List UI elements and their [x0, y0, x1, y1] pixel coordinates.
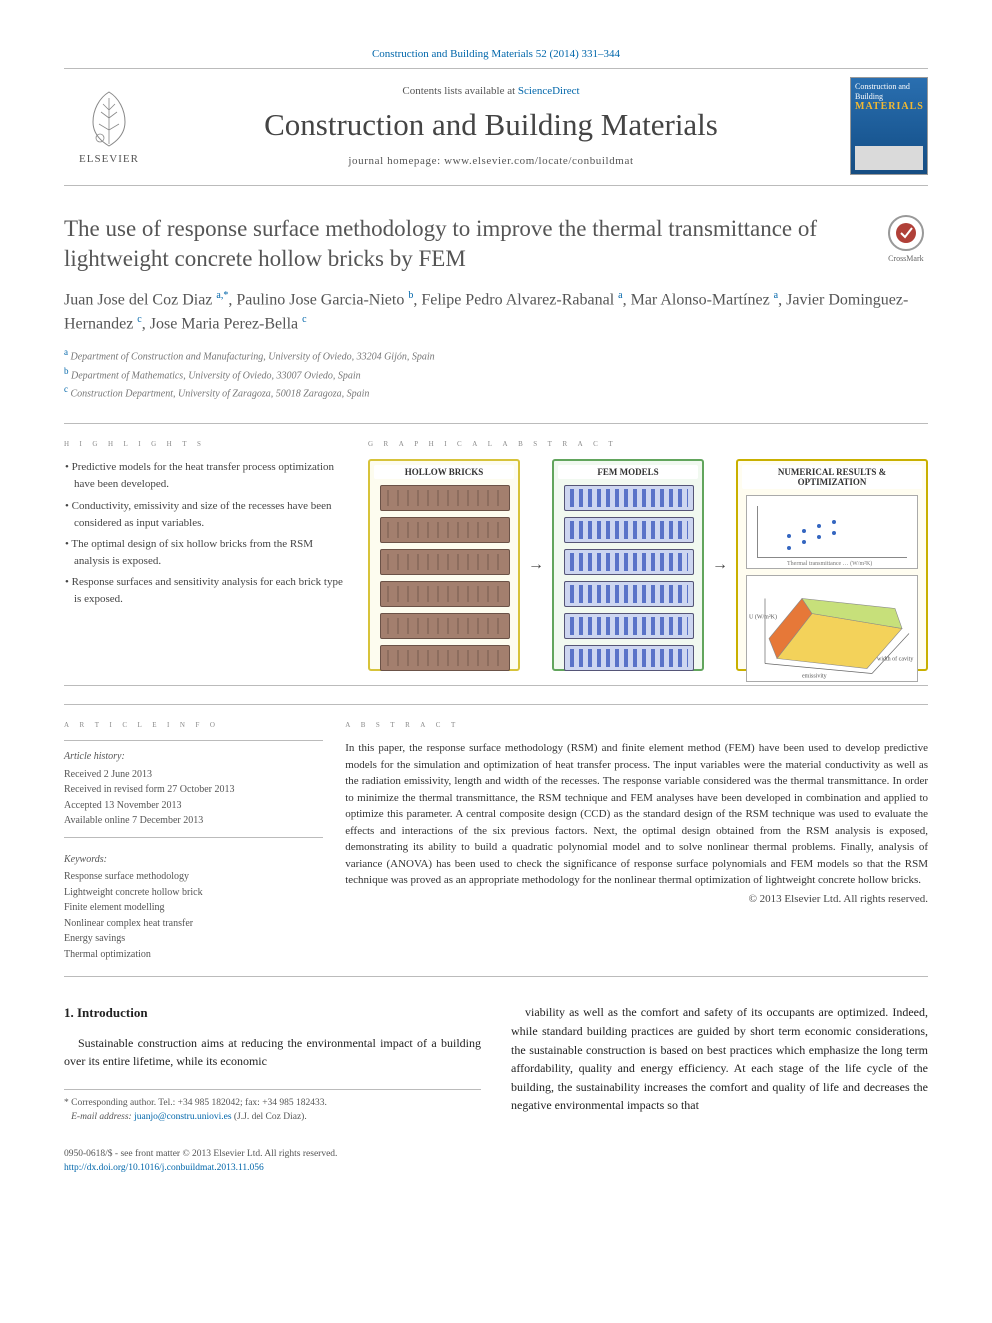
authors-line: Juan Jose del Coz Diaz a,*, Paulino Jose… [64, 288, 928, 337]
scatter-point [787, 534, 791, 538]
contents-prefix: Contents lists available at [402, 85, 517, 97]
surface-ylabel: width of cavity [877, 656, 913, 663]
history-line: Received 2 June 2013 [64, 767, 323, 783]
publisher-name: ELSEVIER [79, 153, 139, 165]
scatter-point [832, 531, 836, 535]
corr-text: Corresponding author. Tel.: +34 985 1820… [71, 1098, 327, 1108]
affiliation-c: c Construction Department, University of… [64, 383, 928, 401]
body-paragraph: Sustainable construction aims at reducin… [64, 1034, 481, 1071]
citation-link[interactable]: Construction and Building Materials 52 (… [372, 48, 620, 60]
elsevier-tree-icon [79, 88, 139, 150]
brick-shape [380, 549, 510, 575]
abstract-label: A B S T R A C T [345, 719, 928, 730]
crossmark-icon [887, 214, 925, 252]
scatter-point [787, 546, 791, 550]
highlight-item: Response surfaces and sensitivity analys… [74, 574, 348, 608]
ga-panel-bricks: HOLLOW BRICKS [368, 459, 520, 671]
scatter-point [832, 520, 836, 524]
highlight-item: Conductivity, emissivity and size of the… [74, 498, 348, 532]
highlight-item: Predictive models for the heat transfer … [74, 459, 348, 493]
highlights-label: H I G H L I G H T S [64, 438, 348, 449]
scatter-point [802, 529, 806, 533]
sciencedirect-link[interactable]: ScienceDirect [518, 85, 580, 97]
brick-shape [380, 581, 510, 607]
publisher-logo-block: ELSEVIER [64, 88, 154, 165]
brick-shape [380, 613, 510, 639]
ga-panel-title: FEM MODELS [558, 465, 698, 479]
surface-zlabel: U (W/m²K) [749, 614, 777, 621]
corr-email-tail: (J.J. del Coz Diaz). [232, 1112, 307, 1122]
fem-slab-shape [564, 517, 694, 543]
brick-shape [380, 645, 510, 671]
article-title: The use of response surface methodology … [64, 214, 868, 274]
crossmark-label: CrossMark [888, 254, 924, 263]
surface-xlabel: emissivity [802, 674, 827, 680]
fem-slab-shape [564, 485, 694, 511]
issn-line: 0950-0618/$ - see front matter © 2013 El… [64, 1149, 337, 1159]
ga-panel-title: NUMERICAL RESULTS & OPTIMIZATION [742, 465, 922, 489]
fem-slab-shape [564, 645, 694, 671]
history-line: Received in revised form 27 October 2013 [64, 782, 323, 798]
scatter-point [817, 535, 821, 539]
corr-email-label: E-mail address: [71, 1112, 134, 1122]
page-footer: 0950-0618/$ - see front matter © 2013 El… [64, 1147, 928, 1176]
brick-shape [380, 485, 510, 511]
scatter-chart: Thermal transmittance … (W/m²K) [746, 495, 918, 569]
fem-slab-shape [564, 549, 694, 575]
top-citation: Construction and Building Materials 52 (… [64, 48, 928, 60]
keyword: Lightweight concrete hollow brick [64, 885, 323, 901]
keywords-label: Keywords: [64, 852, 323, 868]
keyword: Finite element modelling [64, 900, 323, 916]
corr-star: * [64, 1098, 69, 1108]
journal-homepage: journal homepage: www.elsevier.com/locat… [154, 155, 828, 167]
abstract-copyright: © 2013 Elsevier Ltd. All rights reserved… [345, 893, 928, 905]
chart-xlabel: Thermal transmittance … (W/m²K) [787, 561, 872, 567]
keyword: Nonlinear complex heat transfer [64, 916, 323, 932]
history-line: Available online 7 December 2013 [64, 813, 323, 829]
doi-link[interactable]: http://dx.doi.org/10.1016/j.conbuildmat.… [64, 1163, 264, 1173]
article-info-label: A R T I C L E I N F O [64, 719, 323, 730]
arrow-icon: → [710, 556, 730, 574]
fem-slab-shape [564, 613, 694, 639]
highlight-item: The optimal design of six hollow bricks … [74, 536, 348, 570]
cover-title: Construction and Building [855, 82, 910, 101]
article-info-block: Article history: Received 2 June 2013 Re… [64, 740, 323, 962]
homepage-url[interactable]: www.elsevier.com/locate/conbuildmat [444, 155, 634, 167]
affiliation-a: a Department of Construction and Manufac… [64, 346, 928, 364]
response-surface: emissivity width of cavity U (W/m²K) [746, 575, 918, 682]
scatter-point [802, 540, 806, 544]
abstract-text: In this paper, the response surface meth… [345, 740, 928, 889]
journal-title: Construction and Building Materials [154, 107, 828, 143]
affiliations: a Department of Construction and Manufac… [64, 346, 928, 401]
corr-email-link[interactable]: juanjo@constru.uniovi.es [134, 1112, 231, 1122]
ga-panel-fem: FEM MODELS [552, 459, 704, 671]
corresponding-author-note: * Corresponding author. Tel.: +34 985 18… [64, 1089, 481, 1125]
contents-line: Contents lists available at ScienceDirec… [154, 85, 828, 97]
journal-cover-thumbnail: Construction and Building MATERIALS [850, 77, 928, 175]
ga-panel-title: HOLLOW BRICKS [374, 465, 514, 479]
keyword: Thermal optimization [64, 947, 323, 963]
fem-slab-shape [564, 581, 694, 607]
arrow-icon: → [526, 556, 546, 574]
homepage-prefix: journal homepage: [348, 155, 444, 167]
brick-shape [380, 517, 510, 543]
masthead: ELSEVIER Contents lists available at Sci… [64, 68, 928, 186]
crossmark-badge[interactable]: CrossMark [884, 214, 928, 263]
keyword: Response surface methodology [64, 869, 323, 885]
body-paragraph: viability as well as the comfort and saf… [511, 1003, 928, 1115]
affiliation-b: b Department of Mathematics, University … [64, 365, 928, 383]
highlights-list: Predictive models for the heat transfer … [64, 459, 348, 607]
history-line: Accepted 13 November 2013 [64, 798, 323, 814]
scatter-point [817, 524, 821, 528]
history-label: Article history: [64, 749, 323, 765]
ga-panel-results: NUMERICAL RESULTS & OPTIMIZATION Thermal… [736, 459, 928, 671]
section-heading: 1. Introduction [64, 1003, 481, 1023]
graphical-abstract-label: G R A P H I C A L A B S T R A C T [368, 438, 928, 449]
cover-materials: MATERIALS [855, 101, 924, 112]
body-columns: 1. Introduction Sustainable construction… [64, 1003, 928, 1125]
keyword: Energy savings [64, 931, 323, 947]
graphical-abstract-figure: HOLLOW BRICKS → FEM MODELS → NUMERICAL R… [368, 459, 928, 671]
